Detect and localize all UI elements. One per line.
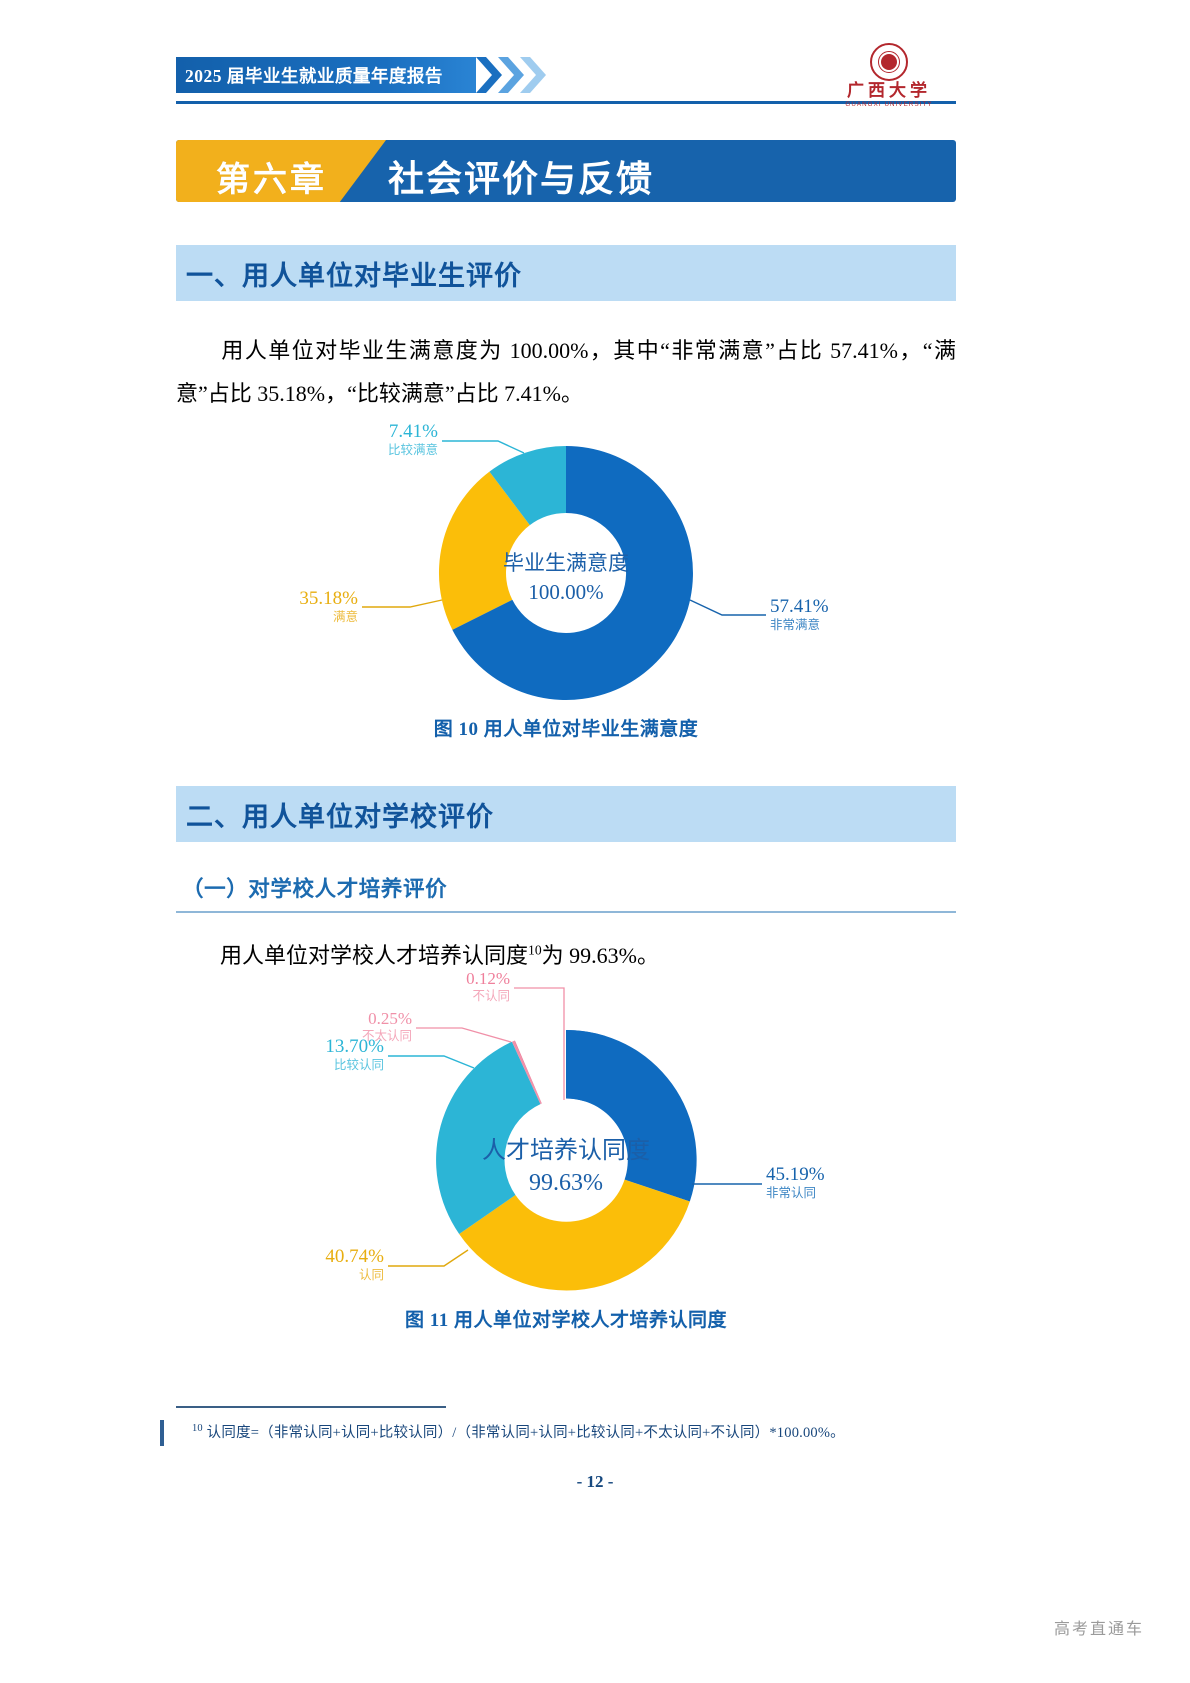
paragraph-2-text-post: 为 99.63%。 (541, 943, 659, 968)
donut2-leader-fairly-agree (388, 1055, 475, 1069)
chapter-banner: 第六章 社会评价与反馈 (176, 140, 956, 202)
donut1-label-fairly-satisfied-name: 比较满意 (388, 442, 438, 457)
page-number: - 12 - (576, 1472, 614, 1491)
donut2-slice-slightly-disagree (511, 1040, 542, 1105)
donut1-label-very-satisfied-name: 非常满意 (770, 617, 820, 632)
footnote-separator (176, 1406, 446, 1408)
running-title: 2025 届毕业生就业质量年度报告 (185, 65, 443, 86)
donut2-label-slightly-disagree-pct: 0.25% (368, 1009, 412, 1028)
donut1-slice-fairly-satisfied (489, 446, 566, 526)
donut2-label-agree-name: 认同 (359, 1268, 384, 1282)
chapter-number: 第六章 (216, 162, 327, 199)
university-seal-icon (870, 43, 908, 81)
chapter-title: 社会评价与反馈 (388, 159, 655, 199)
donut2-center-value: 99.63% (529, 1170, 603, 1196)
logo-name-en: GUANGXI UNIVERSITY (845, 100, 933, 108)
donut2-slice-strongly-agree-main (566, 1029, 697, 1202)
paragraph-2-text-pre: 用人单位对学校人才培养认同度 (220, 943, 529, 968)
footnote-body: 认同度=（非常认同+认同+比较认同）/（非常认同+认同+比较认同+不太认同+不认… (206, 1425, 845, 1441)
figure-10-chart: 毕业生满意度 100.00% 57.41% 非常满意 35.18% 满意 7.4… (176, 418, 956, 708)
donut1-leader-very-satisfied (689, 599, 766, 616)
subsection-rule (176, 911, 956, 913)
paragraph-1-text: 用人单位对毕业生满意度为 100.00%，其中“非常满意”占比 57.41%，“… (176, 338, 956, 406)
donut1-label-very-satisfied-pct: 57.41% (770, 596, 829, 617)
section-heading-2: 二、用人单位对学校评价 (176, 786, 956, 842)
watermark: 高考直通车 (1053, 1621, 1144, 1638)
donut1-label-fairly-satisfied-pct: 7.41% (389, 421, 438, 442)
donut2-label-disagree-name: 不认同 (472, 989, 510, 1003)
header-rule (176, 101, 956, 104)
footnote-text: 10 认同度=（非常认同+认同+比较认同）/（非常认同+认同+比较认同+不太认同… (192, 1421, 962, 1442)
donut1-center-label: 毕业生满意度 (503, 551, 629, 575)
donut1-label-satisfied-name: 满意 (333, 609, 358, 624)
donut2-leader-agree (388, 1249, 469, 1267)
chevron-icon-2 (498, 57, 524, 93)
donut2-center-label: 人才培养认同度 (482, 1137, 650, 1164)
running-header: 2025 届毕业生就业质量年度报告 广西大学 GUANGXI UNIVERSIT… (176, 43, 956, 108)
donut2-label-slightly-disagree-name: 不太认同 (362, 1028, 412, 1043)
footnote-marker-bar (160, 1420, 164, 1446)
footnote-ref-10[interactable]: 10 (528, 942, 542, 958)
donut1-label-satisfied-pct: 35.18% (299, 588, 358, 609)
subsection-heading-1: （一）对学校人才培养评价 (176, 872, 956, 913)
figure-11-chart: 人才培养认同度 99.63% 45.19% 非常认同 40.74% 认同 13.… (176, 969, 956, 1310)
donut1-slice-satisfied (438, 471, 530, 630)
donut1-center-value: 100.00% (528, 580, 603, 604)
donut2-label-agree-pct: 40.74% (325, 1246, 384, 1267)
donut2-leader-disagree (514, 987, 565, 1100)
figure-10-caption: 图 10 用人单位对毕业生满意度 (433, 719, 699, 740)
donut1-leader-satisfied (362, 599, 443, 608)
donut2-label-fairly-agree-pct: 13.70% (325, 1036, 384, 1057)
donut2-label-strongly-agree-name: 非常认同 (766, 1186, 816, 1200)
donut2-slice-agree (459, 1179, 690, 1291)
subsection-heading-1-text: （一）对学校人才培养评价 (182, 877, 448, 901)
chevron-icon-1 (476, 57, 502, 93)
donut2-slice-fairly-agree (436, 1041, 541, 1234)
donut2-label-fairly-agree-name: 比较认同 (334, 1057, 384, 1072)
donut1-slice-very-satisfied (452, 446, 693, 700)
paragraph-1: 用人单位对毕业生满意度为 100.00%，其中“非常满意”占比 57.41%，“… (176, 330, 956, 416)
figure-11-caption: 图 11 用人单位对学校人才培养认同度 (405, 1310, 727, 1331)
footnote-number: 10 (192, 1423, 203, 1435)
section-heading-1-text: 一、用人单位对毕业生评价 (186, 260, 522, 291)
donut2-label-strongly-agree-pct: 45.19% (766, 1164, 825, 1185)
paragraph-2: 用人单位对学校人才培养认同度10为 99.63%。 (176, 935, 956, 978)
chevron-icon-3 (520, 57, 546, 93)
section-heading-2-text: 二、用人单位对学校评价 (186, 801, 494, 832)
logo-name-cn: 广西大学 (847, 81, 931, 100)
donut2-leader-slightly-disagree (416, 1027, 512, 1043)
section-heading-1: 一、用人单位对毕业生评价 (176, 245, 956, 301)
donut1-leader-fairly-satisfied (442, 440, 525, 454)
university-logo: 广西大学 GUANGXI UNIVERSITY (820, 43, 958, 108)
running-title-bar: 2025 届毕业生就业质量年度报告 (176, 57, 476, 93)
donut2-label-disagree-pct: 0.12% (466, 969, 510, 988)
donut2-slice-disagree (513, 1040, 542, 1104)
